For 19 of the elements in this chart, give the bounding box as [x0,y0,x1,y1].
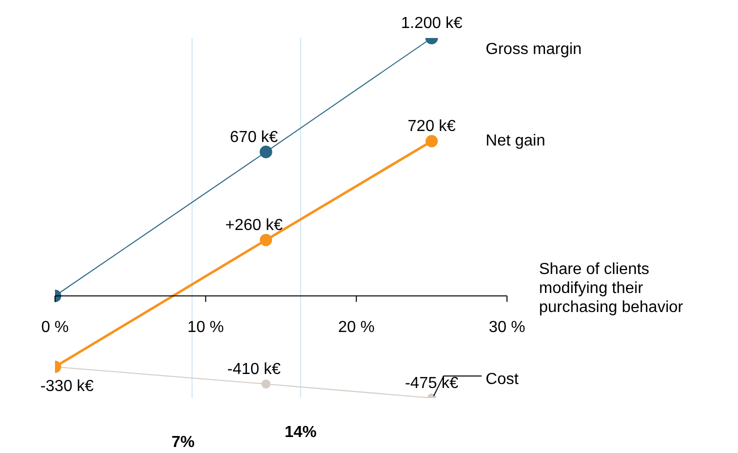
data-label: -330 k€ [40,378,94,395]
x-tick-label: 30 % [488,318,526,336]
x-axis-title: Share of clients modifying their purchasing behavior [539,260,684,317]
x-tick-label: 20 % [338,318,375,336]
data-label: +260 k€ [225,217,283,234]
text: 7% [172,434,195,451]
text: Cost [486,371,520,388]
point [261,380,270,389]
data-label: -410 k€ [227,361,281,378]
x-tick-label: 10 % [187,318,224,336]
text: 14% [284,424,317,441]
point [260,234,272,246]
text: Gross margin [486,41,582,58]
data-label: 670 k€ [230,128,278,146]
text: Net gain [486,132,546,150]
x-tick-label: 0 % [41,318,69,336]
data-label: -475 k€ [404,375,458,392]
data-label: 720 k€ [408,118,456,136]
data-label: 1.200 k€ [400,15,462,32]
